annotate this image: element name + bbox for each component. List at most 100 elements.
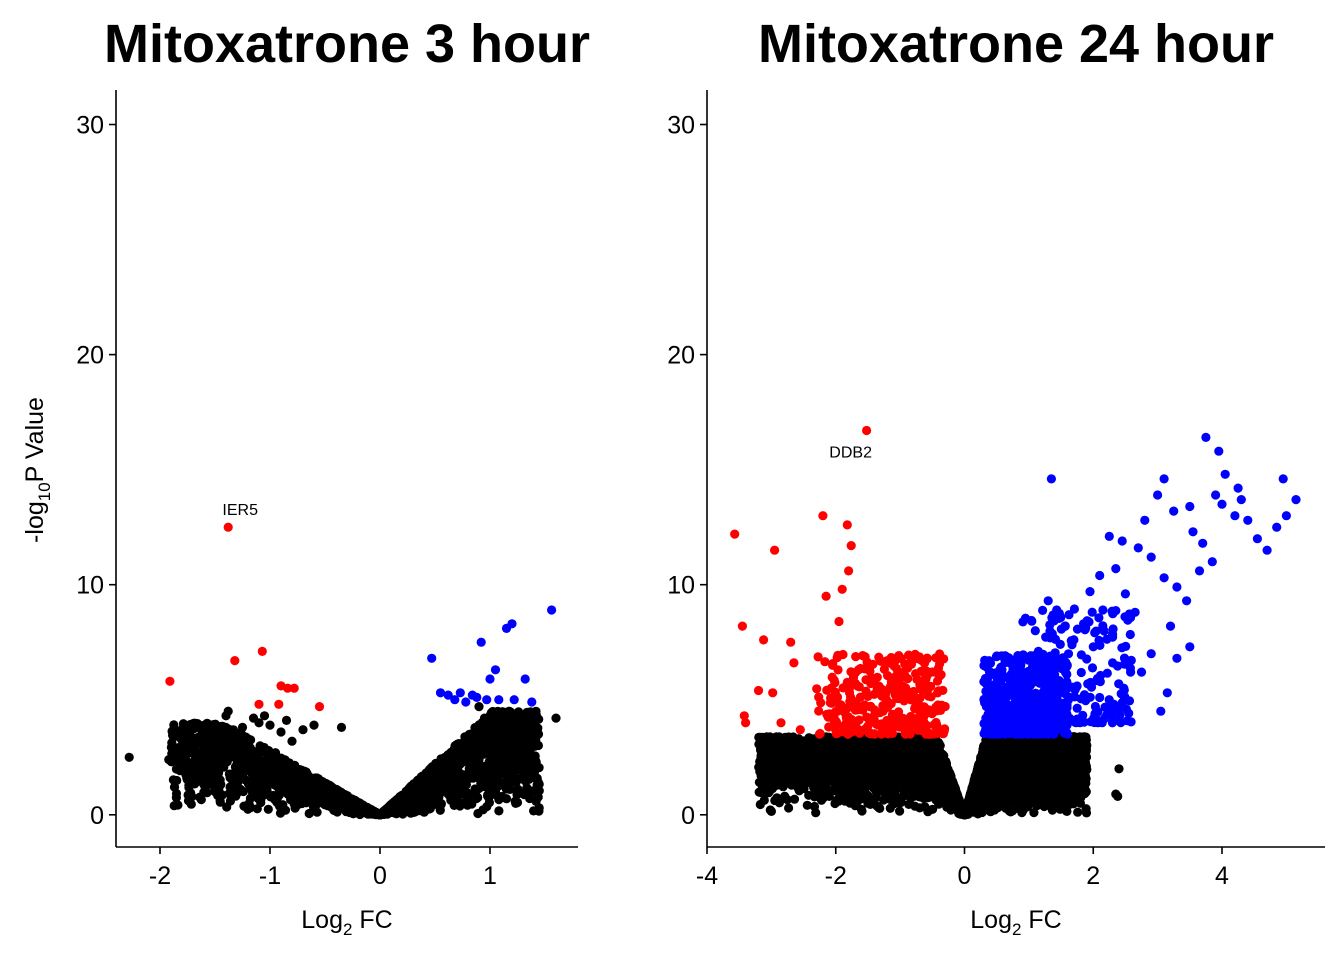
data-point-not-significant (827, 743, 837, 753)
data-point-not-significant (212, 749, 222, 759)
data-point-not-significant (237, 722, 248, 733)
data-point-not-significant (241, 743, 251, 753)
data-point-not-significant (522, 783, 532, 793)
data-point-not-significant (817, 755, 827, 765)
data-point-not-significant (408, 796, 418, 807)
data-point-not-significant (912, 787, 922, 798)
data-point-not-significant (313, 774, 324, 784)
data-point-not-significant (472, 771, 482, 781)
data-point-down (257, 646, 267, 657)
data-point-not-significant (900, 769, 911, 779)
data-point-not-significant (530, 766, 540, 777)
data-point-not-significant (202, 788, 212, 798)
data-point-not-significant (880, 777, 890, 787)
gene-label: IER5 (222, 502, 258, 519)
data-point-not-significant (893, 759, 904, 770)
data-point-not-significant (443, 789, 453, 799)
data-point-not-significant (190, 720, 200, 730)
data-point-not-significant (496, 708, 506, 719)
data-point-up (461, 697, 471, 707)
y-tick-label: 0 (90, 802, 104, 830)
x-ticks: -2 -1 0 1 (149, 847, 497, 890)
data-point-not-significant (269, 769, 279, 779)
data-point-not-significant (250, 754, 261, 765)
data-point-not-significant (175, 754, 185, 764)
data-point-not-significant (462, 800, 473, 810)
data-point-not-significant (920, 777, 930, 787)
data-point-not-significant (223, 706, 233, 716)
data-point-not-significant (265, 720, 275, 730)
data-point-not-significant (511, 798, 521, 809)
x-tick-label: -1 (259, 862, 281, 890)
data-point-not-significant (245, 761, 255, 771)
data-point-not-significant (215, 797, 225, 807)
data-point-not-significant (427, 801, 437, 811)
data-point-not-significant (410, 779, 420, 789)
data-point-not-significant (774, 765, 785, 775)
data-point-not-significant (473, 808, 483, 819)
data-point-not-significant (287, 736, 297, 746)
data-point-not-significant (500, 778, 511, 789)
data-point-not-significant (248, 747, 258, 757)
data-point-not-significant (235, 784, 246, 795)
data-point-not-significant (507, 741, 517, 751)
data-point-up (485, 674, 495, 684)
data-point-not-significant (208, 759, 218, 769)
data-point-not-significant (765, 785, 775, 796)
data-point-not-significant (525, 729, 535, 739)
data-point-not-significant (243, 779, 253, 789)
data-point-not-significant (459, 737, 469, 747)
data-point-not-significant (204, 750, 215, 760)
data-point-not-significant (168, 775, 178, 785)
data-point-not-significant (304, 808, 314, 819)
data-point-not-significant (519, 741, 529, 751)
data-point-up (455, 688, 465, 698)
data-point-not-significant (495, 768, 505, 778)
data-point-not-significant (186, 773, 196, 783)
data-point-not-significant (252, 786, 262, 797)
data-point-not-significant (270, 748, 281, 758)
data-point-not-significant (219, 729, 229, 739)
data-point-not-significant (502, 732, 512, 742)
data-point-not-significant (259, 711, 270, 721)
data-point-not-significant (341, 797, 351, 807)
data-point-down (289, 683, 299, 693)
data-point-not-significant (282, 758, 292, 768)
data-point-not-significant (186, 799, 196, 809)
data-point-not-significant (533, 792, 543, 802)
data-point-not-significant (210, 787, 220, 797)
data-point-not-significant (865, 778, 875, 789)
data-point-not-significant (124, 752, 134, 762)
data-point-not-significant (215, 741, 226, 751)
data-point-not-significant (202, 727, 212, 737)
data-point-not-significant (894, 737, 904, 747)
data-point-not-significant (281, 715, 292, 726)
data-point-not-significant (436, 759, 446, 770)
x-axis-label: Log2 FC (301, 906, 392, 939)
y-tick-label: 30 (76, 112, 104, 140)
data-point-not-significant (473, 792, 483, 803)
data-point-not-significant (419, 807, 429, 817)
data-point-not-significant (193, 748, 204, 758)
data-point-not-significant (268, 778, 278, 788)
data-point-not-significant (285, 769, 295, 779)
data-point-not-significant (454, 797, 464, 807)
data-point-not-significant (228, 775, 238, 785)
data-point-not-significant (837, 747, 847, 757)
data-point-down (230, 656, 240, 666)
data-point-not-significant (839, 760, 849, 771)
data-point-down (165, 676, 175, 686)
data-point-not-significant (816, 795, 827, 805)
data-point-not-significant (171, 743, 182, 753)
data-point-not-significant (849, 778, 860, 788)
data-point-not-significant (199, 780, 209, 790)
data-point-not-significant (774, 798, 785, 808)
data-point-up (476, 637, 486, 647)
data-point-up (472, 692, 482, 703)
data-point-not-significant (253, 768, 263, 778)
data-point-not-significant (885, 803, 895, 813)
data-point-not-significant (471, 751, 481, 762)
